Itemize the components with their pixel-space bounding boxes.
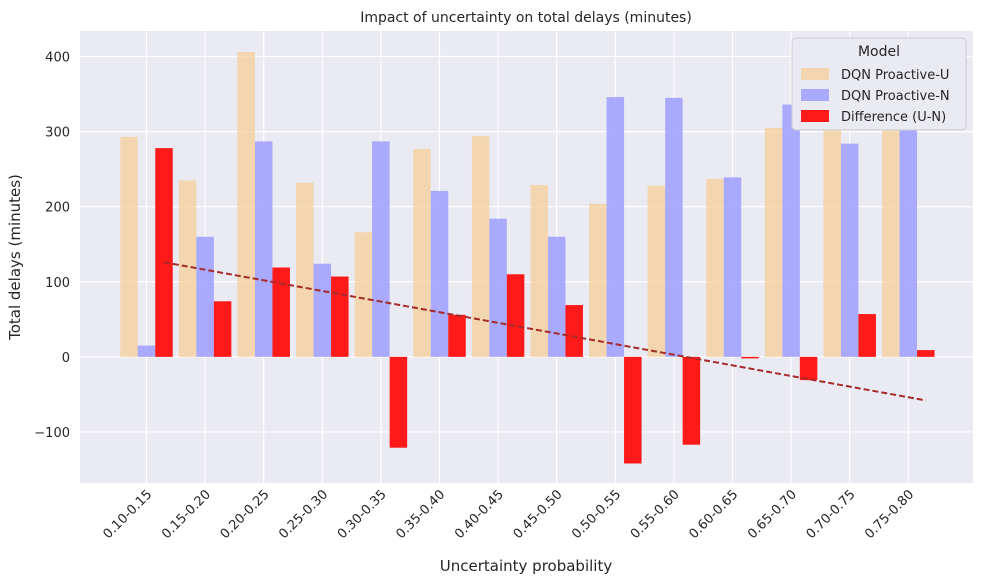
- bar-dqn-proactive-n-0.15-0.20: [196, 236, 214, 357]
- bar-dqn-proactive-u-0.40-0.45: [471, 136, 490, 357]
- bar-difference-u-n-0.50-0.55: [624, 356, 642, 464]
- bar-difference-u-n-0.60-0.65: [741, 356, 759, 359]
- y-tick-label: 300: [45, 126, 70, 141]
- x-tick-label: 0.20-0.25: [218, 487, 273, 542]
- bar-dqn-proactive-n-0.30-0.35: [372, 141, 390, 357]
- legend-swatch: [801, 110, 829, 122]
- bar-difference-u-n-0.75-0.80: [917, 350, 935, 357]
- bar-difference-u-n-0.45-0.50: [565, 305, 583, 357]
- bar-dqn-proactive-n-0.10-0.15: [137, 345, 156, 357]
- bar-dqn-proactive-n-0.35-0.40: [430, 190, 449, 357]
- chart-title: Impact of uncertainty on total delays (m…: [360, 10, 692, 26]
- legend-swatch: [801, 68, 829, 80]
- y-tick-label: 200: [45, 201, 70, 216]
- legend-swatch: [801, 89, 829, 101]
- bar-dqn-proactive-u-0.15-0.20: [178, 180, 197, 357]
- bar-dqn-proactive-u-0.75-0.80: [882, 92, 900, 357]
- bar-dqn-proactive-n-0.55-0.60: [665, 97, 683, 357]
- bar-dqn-proactive-u-0.25-0.30: [296, 182, 314, 357]
- x-tick-label: 0.25-0.30: [276, 487, 331, 542]
- bar-dqn-proactive-n-0.25-0.30: [313, 263, 332, 357]
- bar-difference-u-n-0.40-0.45: [506, 274, 525, 357]
- x-tick-label: 0.35-0.40: [393, 487, 448, 542]
- bar-dqn-proactive-u-0.50-0.55: [589, 203, 607, 357]
- legend: Model DQN Proactive-U DQN Proactive-N Diff…: [791, 37, 967, 131]
- y-tick-label: −100: [34, 426, 70, 441]
- y-tick-label: 0: [62, 351, 70, 366]
- y-axis-title: Total delays (minutes): [6, 174, 24, 341]
- bar-difference-u-n-0.35-0.40: [448, 314, 466, 357]
- bar-dqn-proactive-n-0.60-0.65: [723, 177, 742, 357]
- bar-difference-u-n-0.10-0.15: [155, 148, 173, 357]
- bar-dqn-proactive-u-0.65-0.70: [764, 127, 783, 357]
- x-tick-label: 0.50-0.55: [569, 487, 624, 542]
- trendline: [163, 261, 926, 402]
- bar-dqn-proactive-u-0.55-0.60: [647, 185, 666, 357]
- bar-difference-u-n-0.55-0.60: [682, 356, 701, 445]
- x-tick-label: 0.60-0.65: [686, 487, 741, 542]
- y-tick-label: 400: [45, 51, 70, 66]
- x-tick-labels: 0.10-0.15 0.15-0.20 0.20-0.25 0.25-0.30 0.30…: [100, 487, 917, 542]
- bar-difference-u-n-0.65-0.70: [799, 356, 818, 381]
- x-tick-label: 0.15-0.20: [159, 487, 214, 542]
- legend-label: Difference (U-N): [841, 110, 946, 125]
- bar-dqn-proactive-n-0.65-0.70: [782, 104, 800, 357]
- bar-dqn-proactive-n-0.50-0.55: [606, 97, 625, 357]
- bar-dqn-proactive-u-0.70-0.75: [823, 95, 841, 357]
- legend-label: DQN Proactive-N: [841, 89, 950, 104]
- bar-difference-u-n-0.15-0.20: [213, 301, 232, 357]
- bar-difference-u-n-0.25-0.30: [331, 276, 349, 357]
- bar-dqn-proactive-u-0.30-0.35: [354, 232, 373, 357]
- bar-dqn-proactive-n-0.45-0.50: [547, 236, 566, 357]
- x-tick-label: 0.65-0.70: [745, 487, 800, 542]
- bars: [120, 52, 935, 464]
- trendline-dashed: [163, 261, 926, 402]
- x-tick-label: 0.30-0.35: [335, 487, 390, 542]
- legend-title: Model: [858, 44, 900, 60]
- bar-difference-u-n-0.70-0.75: [858, 314, 876, 357]
- bar-dqn-proactive-u-0.20-0.25: [237, 52, 255, 357]
- bar-dqn-proactive-u-0.10-0.15: [120, 136, 138, 357]
- bar-dqn-proactive-n-0.40-0.45: [489, 218, 507, 357]
- x-tick-label: 0.55-0.60: [628, 487, 683, 542]
- legend-label: DQN Proactive-U: [841, 68, 949, 83]
- y-tick-label: 100: [45, 276, 70, 291]
- bar-difference-u-n-0.30-0.35: [389, 356, 408, 448]
- bar-dqn-proactive-n-0.20-0.25: [254, 141, 273, 357]
- bar-dqn-proactive-n-0.75-0.80: [899, 100, 918, 357]
- bar-dqn-proactive-u-0.35-0.40: [413, 148, 431, 357]
- y-tick-labels: −100 0 100 200 300 400: [34, 51, 70, 441]
- legend-box: [791, 37, 967, 131]
- x-tick-label: 0.75-0.80: [862, 487, 917, 542]
- bar-dqn-proactive-u-0.60-0.65: [706, 178, 724, 357]
- x-axis-title: Uncertainty probability: [440, 557, 613, 575]
- x-tick-label: 0.70-0.75: [804, 487, 859, 542]
- bar-dqn-proactive-u-0.45-0.50: [530, 184, 548, 357]
- x-tick-label: 0.40-0.45: [452, 487, 507, 542]
- bar-difference-u-n-0.20-0.25: [272, 267, 290, 357]
- bar-dqn-proactive-n-0.70-0.75: [840, 143, 859, 357]
- x-tick-label: 0.45-0.50: [511, 487, 566, 542]
- x-tick-label: 0.10-0.15: [100, 487, 155, 542]
